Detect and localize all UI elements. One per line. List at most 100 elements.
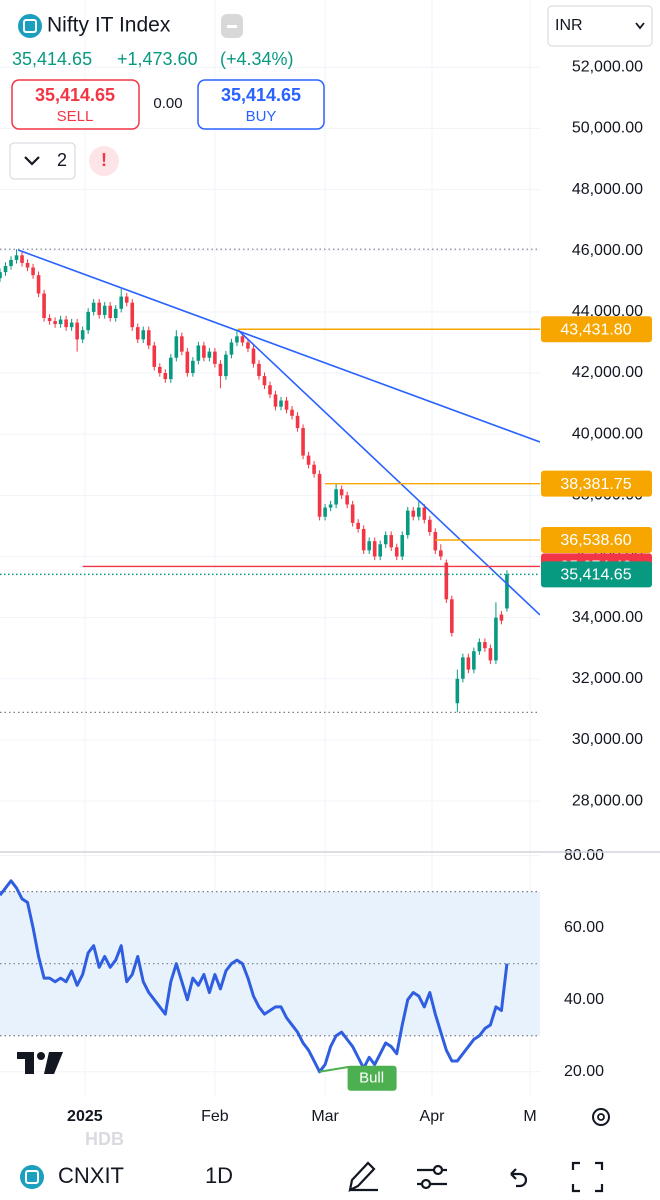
candle-body	[163, 373, 168, 380]
candle-body	[461, 657, 465, 679]
rsi-line	[0, 879, 509, 1074]
y-tick-label: 46,000.00	[572, 242, 643, 259]
slider-knob	[432, 1164, 444, 1176]
candle-body	[367, 541, 371, 551]
candle-body	[86, 311, 90, 331]
price-tag-label: 35,414.65	[560, 567, 631, 584]
candle-body	[108, 305, 113, 318]
candle-body	[213, 351, 217, 364]
fullscreen-button[interactable]	[571, 1161, 604, 1193]
candle-body	[433, 532, 438, 551]
y-tick-label: 32,000.00	[572, 670, 643, 687]
logo-chip	[23, 19, 37, 33]
candle-body	[400, 535, 405, 557]
buy-price: 35,414.65	[221, 85, 301, 105]
interval[interactable]: 1D	[205, 1163, 233, 1188]
candle-body	[339, 489, 344, 496]
currency: INR	[555, 17, 583, 34]
footer-bg	[0, 1150, 660, 1200]
candle-body	[323, 507, 327, 517]
sell-label: SELL	[57, 108, 94, 125]
footer-symbol[interactable]: CNXIT	[58, 1163, 124, 1188]
buy-button[interactable]	[197, 79, 325, 130]
candle-body	[488, 648, 493, 661]
annotation-label: Bull	[359, 1070, 384, 1087]
candle-body	[113, 308, 118, 318]
draw-tool-button[interactable]	[348, 1161, 378, 1192]
candle-body	[124, 296, 129, 303]
candle-body	[91, 302, 96, 312]
candle-body	[146, 330, 151, 346]
logo-part	[44, 1052, 63, 1074]
y-tick-label: 60.00	[564, 919, 604, 936]
y-tick-label: 52,000.00	[572, 58, 643, 75]
candle-body	[3, 266, 8, 273]
rsi-pane	[0, 879, 540, 1074]
candle-body	[416, 507, 421, 517]
logo-chip	[25, 1170, 39, 1184]
candle-body	[246, 342, 250, 349]
candle-body	[240, 336, 245, 343]
x-tick-label: Feb	[201, 1108, 229, 1125]
symbol-title: Nifty IT Index	[47, 14, 171, 37]
candle-body	[64, 319, 68, 328]
candle-body	[191, 360, 195, 374]
candle-body	[130, 302, 135, 328]
candle-body	[218, 363, 223, 377]
price-tag-label: 43,431.80	[560, 321, 631, 338]
candle-body	[455, 678, 460, 704]
candle-body	[439, 550, 443, 557]
brand-logo	[17, 1052, 63, 1074]
symbol-logo	[18, 14, 42, 38]
header: Nifty IT Index 35,414.65 +1,473.60 (+4.3…	[9, 5, 653, 180]
candle-body	[284, 400, 289, 410]
candle-body	[25, 262, 30, 268]
y-tick-label: 30,000.00	[572, 731, 643, 748]
candle-body	[312, 464, 316, 474]
price-tag	[541, 470, 652, 497]
candle-body	[257, 363, 261, 377]
sell-price: 35,414.65	[35, 85, 115, 105]
undo-button[interactable]	[510, 1168, 528, 1188]
candle-body	[0, 272, 2, 279]
candle-body	[97, 302, 101, 315]
candle-body	[75, 322, 79, 340]
candle-body	[499, 614, 504, 621]
candle-body	[119, 296, 124, 309]
candle-body	[394, 547, 399, 557]
candle-body	[494, 617, 498, 661]
alert-badge[interactable]	[89, 146, 119, 176]
candle-body	[58, 319, 63, 325]
candle-body	[279, 400, 283, 407]
y-tick-label: 34,000.00	[572, 609, 643, 626]
candle-body	[157, 366, 162, 374]
y-tick-label: 20.00	[564, 1063, 604, 1080]
alert-icon: !	[101, 150, 107, 170]
settings-button[interactable]	[592, 1108, 610, 1126]
x-tick-label: 2025	[67, 1108, 103, 1125]
y-tick-label: 50,000.00	[572, 120, 643, 137]
candle-body	[102, 305, 107, 315]
currency-select[interactable]	[547, 5, 653, 47]
sell-button[interactable]	[11, 79, 140, 130]
last-price: 35,414.65	[12, 49, 92, 69]
y-tick-label: 44,000.00	[572, 303, 643, 320]
spread: 0.00	[153, 95, 182, 112]
footer: HDB CNXIT 1D	[0, 1129, 660, 1200]
indicators-toggle[interactable]	[9, 142, 76, 180]
candle-body	[273, 394, 278, 407]
y-tick-label: 40.00	[564, 991, 604, 1008]
price-change-pct: (+4.34%)	[220, 49, 294, 69]
candle-body	[152, 345, 157, 367]
price-tag-label: 38,381.75	[560, 476, 631, 493]
candle-body	[80, 330, 85, 340]
candle-body	[405, 510, 410, 536]
candle-body	[427, 519, 432, 533]
candle-body	[389, 535, 394, 548]
candle-body	[356, 522, 360, 529]
candle-body	[14, 255, 19, 260]
price-change: +1,473.60	[117, 49, 198, 69]
axes: 28,000.0030,000.0032,000.0034,000.0036,0…	[67, 58, 652, 1125]
y-tick-label: 80.00	[564, 847, 604, 864]
